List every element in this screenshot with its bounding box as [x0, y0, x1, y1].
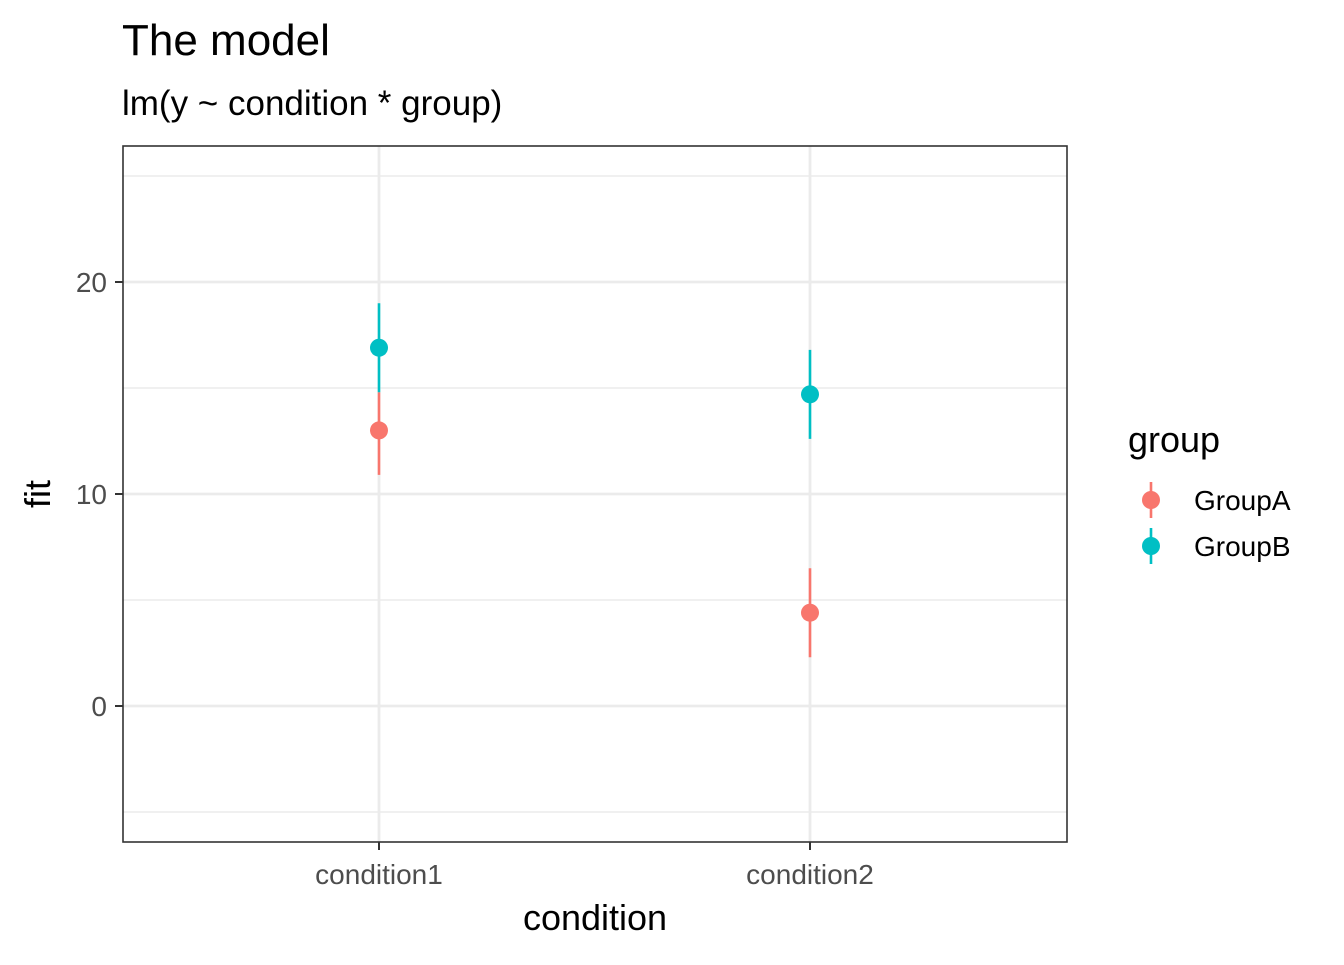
- plot-layer: 0 10 20 condition1 condition2 GroupA GroupB: [76, 145, 1291, 890]
- point-groupb-condition1: [370, 338, 388, 357]
- y-axis-title: fit: [17, 480, 58, 508]
- legend-title: group: [1128, 419, 1220, 460]
- legend-key-point-groupa: [1142, 491, 1160, 509]
- point-groupa-condition2: [801, 603, 819, 622]
- point-groupa-condition1: [370, 421, 388, 440]
- y-tick-label: 0: [91, 691, 107, 722]
- y-tick-label: 10: [76, 479, 107, 510]
- y-tick-label: 20: [76, 267, 107, 298]
- legend-key-point-groupb: [1142, 537, 1160, 555]
- x-axis-title: condition: [523, 897, 667, 938]
- x-tick-label: condition2: [746, 859, 874, 890]
- x-tick-label: condition1: [315, 859, 443, 890]
- legend-label-groupb: GroupB: [1194, 531, 1291, 562]
- legend-label-groupa: GroupA: [1194, 485, 1291, 516]
- point-groupb-condition2: [801, 385, 819, 404]
- chart-title: The model: [122, 16, 330, 65]
- chart-subtitle: lm(y ~ condition * group): [122, 84, 502, 123]
